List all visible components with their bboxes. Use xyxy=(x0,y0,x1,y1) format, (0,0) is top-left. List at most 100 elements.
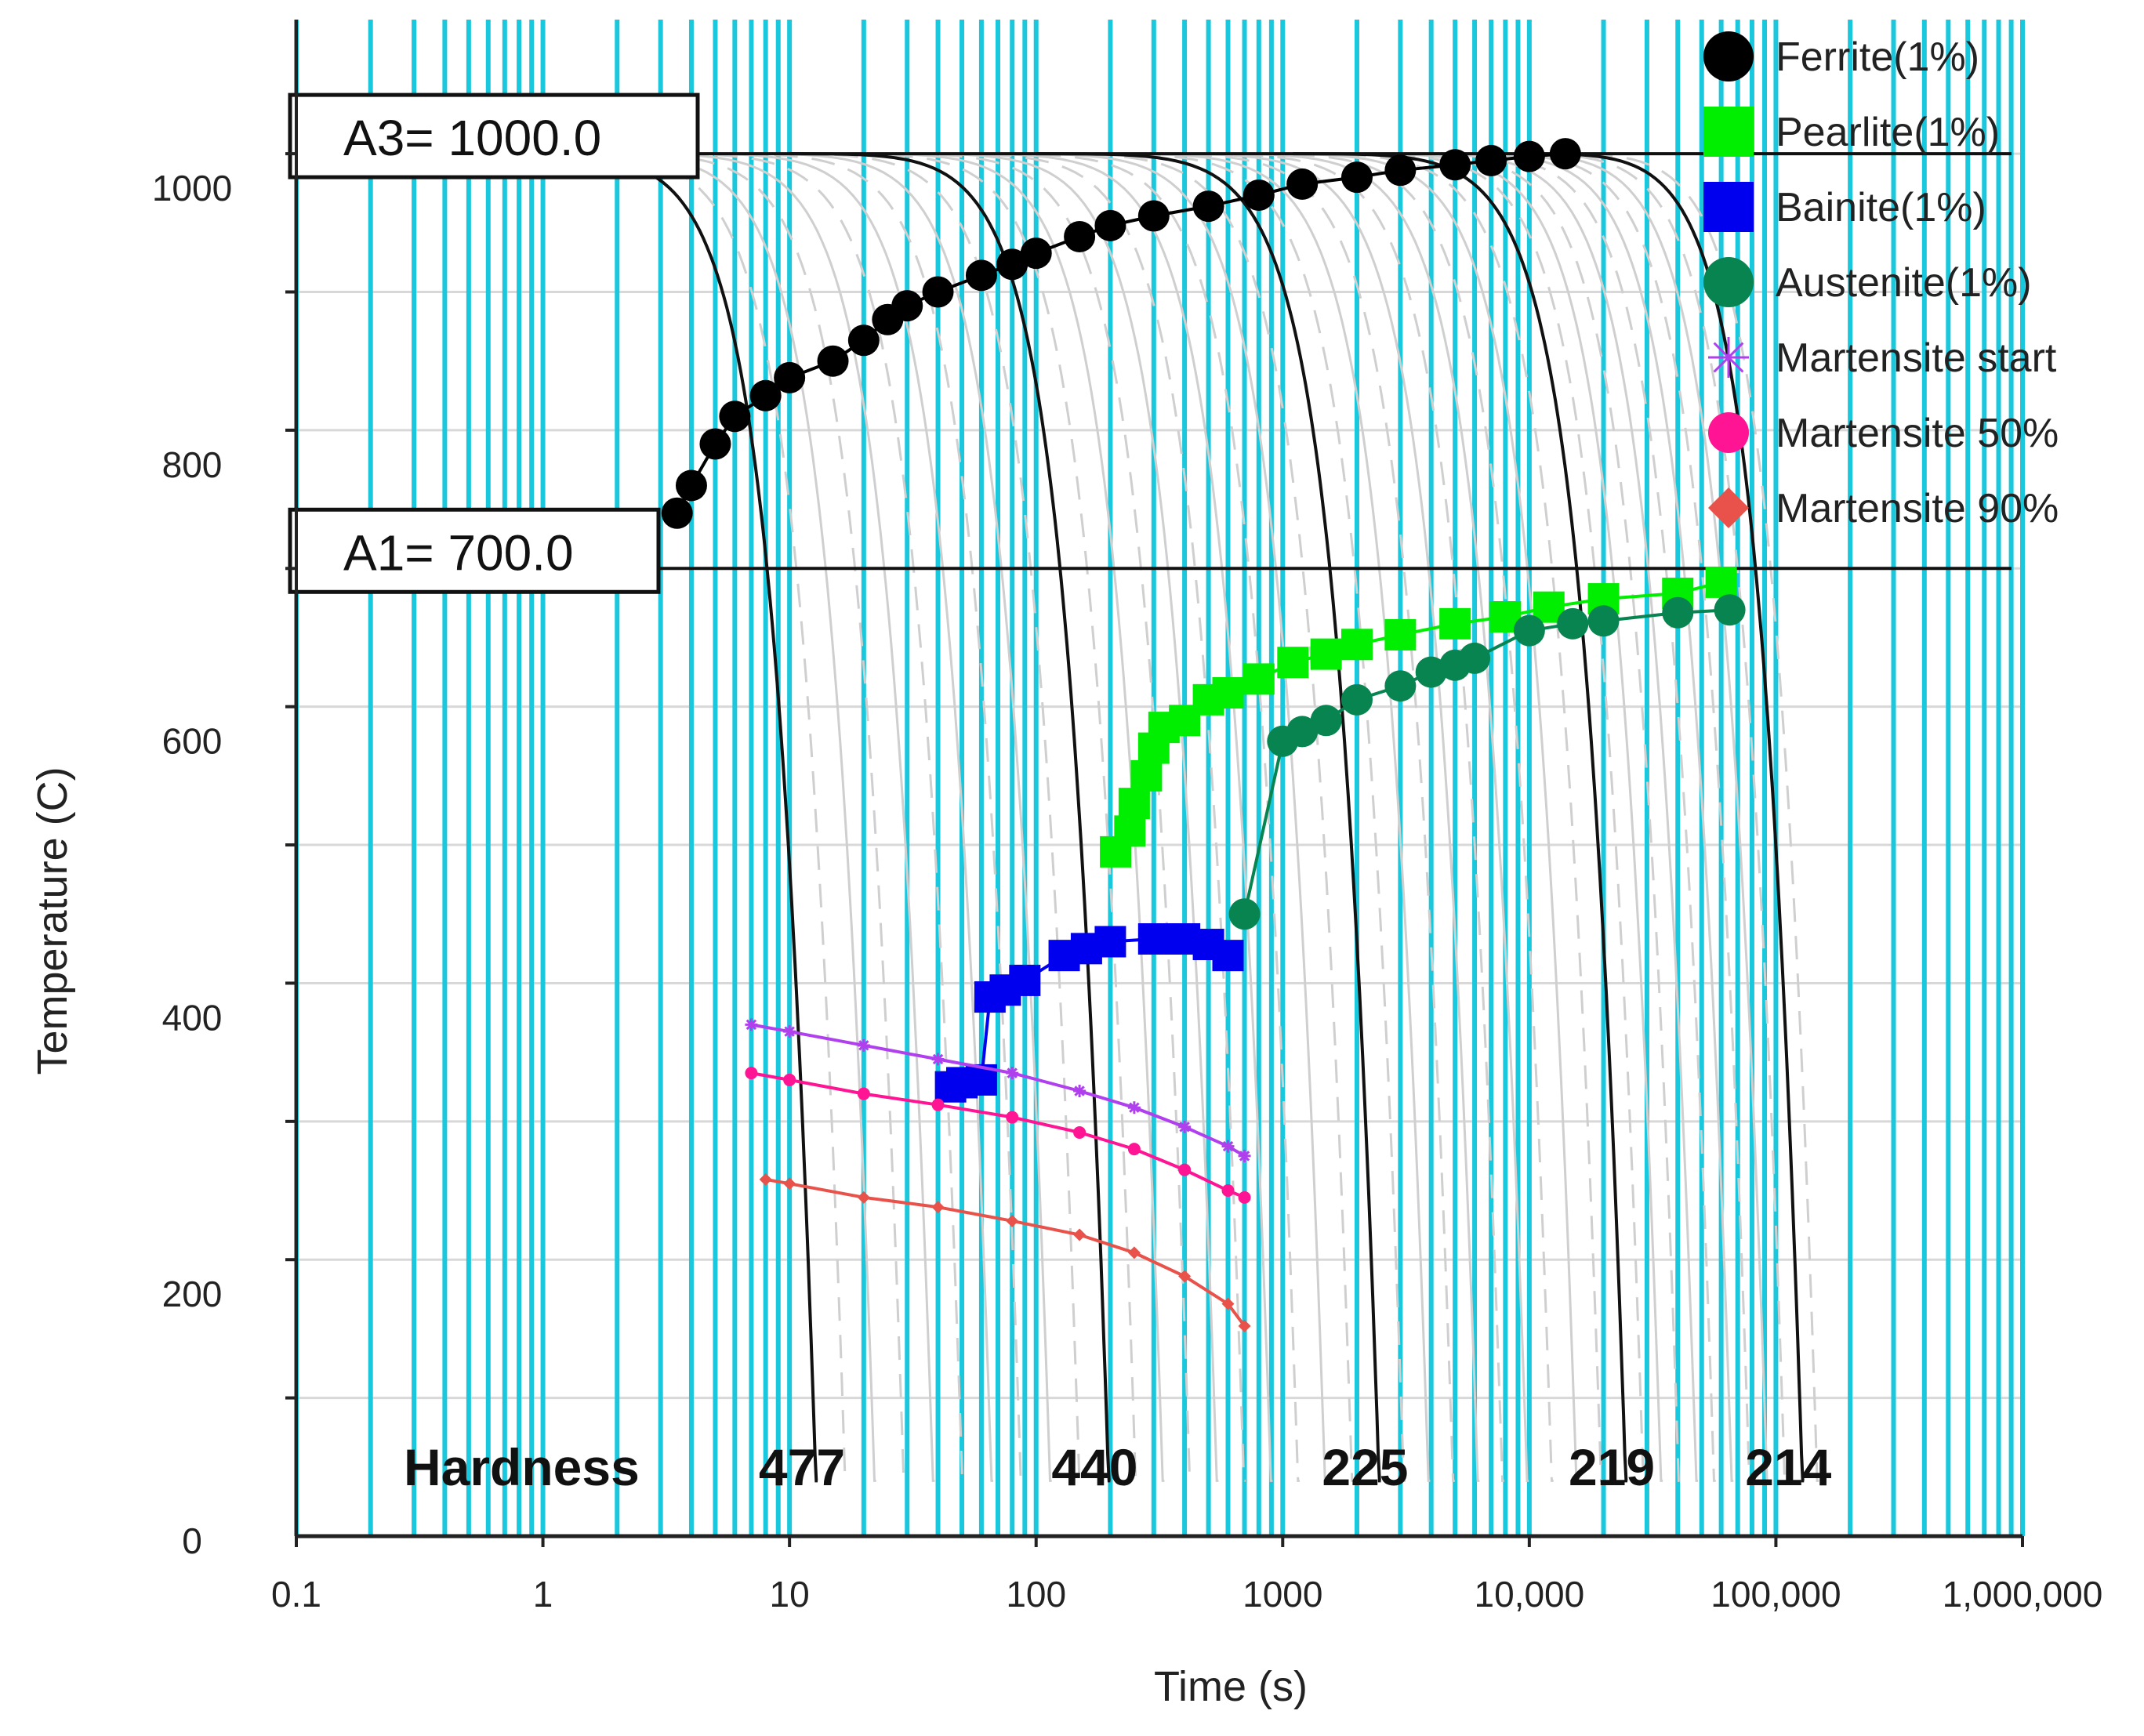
cooling-curve-faint xyxy=(1551,152,1819,1482)
legend-label-pearlite-1: Pearlite(1%) xyxy=(1776,110,2000,155)
x-tick-label: 100 xyxy=(1006,1574,1066,1615)
cooling-curve-faint xyxy=(638,152,964,1482)
legend-label-martensite-50: Martensite 50% xyxy=(1776,411,2059,456)
cooling-curve-faint xyxy=(1164,152,1504,1482)
legend-marker-pearlite-1 xyxy=(1703,107,1754,157)
data-point-ferrite-1 xyxy=(1020,237,1052,270)
data-point-austenite-1 xyxy=(1228,898,1261,930)
data-point-martensite-90 xyxy=(1073,1228,1087,1241)
cooling-curve-faint xyxy=(729,152,1052,1482)
data-point-ferrite-1 xyxy=(774,361,806,393)
star-stroke xyxy=(1007,1067,1018,1078)
data-point-martensite-start xyxy=(931,1053,945,1066)
data-point-martensite-50 xyxy=(783,1073,796,1086)
star-stroke xyxy=(858,1040,869,1051)
data-point-ferrite-1 xyxy=(847,324,880,357)
cooling-curve-faint xyxy=(1061,152,1406,1482)
legend-marker-martensite-90 xyxy=(1708,487,1749,528)
y-axis-title: Temperature (C) xyxy=(29,767,76,1075)
y-tick-label: 400 xyxy=(162,997,223,1038)
reference-lines: A3= 1000.0 A1= 700.0 xyxy=(288,92,2012,594)
data-point-pearlite-1 xyxy=(1130,759,1163,792)
cooling-curve xyxy=(488,152,818,1483)
legend: Ferrite(1%) Pearlite(1%) Bainite(1%) Austen… xyxy=(1703,31,2059,531)
data-point-martensite-start xyxy=(1238,1149,1251,1162)
y-tick-label: 200 xyxy=(162,1274,223,1314)
data-point-ferrite-1 xyxy=(817,345,849,377)
data-point-ferrite-1 xyxy=(1513,140,1545,172)
cooling-curve-faint xyxy=(1138,152,1480,1482)
data-point-martensite-90 xyxy=(1127,1246,1141,1259)
data-point-ferrite-1 xyxy=(965,259,997,292)
hardness-value: 219 xyxy=(1569,1438,1655,1496)
legend-label-bainite-1: Bainite(1%) xyxy=(1776,185,1986,230)
data-point-martensite-90 xyxy=(931,1201,945,1214)
data-point-bainite-1 xyxy=(1212,940,1244,972)
data-point-martensite-90 xyxy=(1238,1319,1251,1332)
data-point-austenite-1 xyxy=(1286,716,1319,748)
data-point-ferrite-1 xyxy=(1137,200,1170,232)
cooling-curve-faint xyxy=(863,152,1192,1482)
hardness-label: Hardness xyxy=(404,1438,640,1496)
series-line-martensite-50 xyxy=(751,1071,1246,1199)
data-point-austenite-1 xyxy=(1415,656,1447,688)
star-stroke xyxy=(746,1019,757,1031)
legend-label-austenite-1: Austenite(1%) xyxy=(1776,260,2032,306)
data-point-pearlite-1 xyxy=(1277,647,1309,679)
data-point-martensite-start xyxy=(1127,1101,1141,1114)
data-point-martensite-start xyxy=(783,1025,796,1038)
data-point-ferrite-1 xyxy=(1064,220,1096,252)
cooling-curve-faint xyxy=(1482,152,1769,1482)
data-point-ferrite-1 xyxy=(699,428,731,460)
axes: 0.1 1 10 100 1000 10,000 100,000 1,000,000 0 200 4… xyxy=(152,20,2102,1615)
data-point-ferrite-1 xyxy=(1475,144,1507,176)
cooling-curve-faint xyxy=(912,152,1246,1482)
data-point-bainite-1 xyxy=(1137,923,1170,955)
y-tick-label: 0 xyxy=(182,1520,202,1561)
data-point-ferrite-1 xyxy=(1439,149,1471,181)
data-point-martensite-90 xyxy=(1006,1214,1019,1227)
data-point-ferrite-1 xyxy=(1094,209,1126,241)
cooling-curve-faint xyxy=(1363,152,1681,1482)
data-point-ferrite-1 xyxy=(1192,190,1224,223)
star-stroke xyxy=(1179,1122,1190,1133)
star-stroke xyxy=(1239,1151,1250,1162)
cooling-curve-faint xyxy=(962,152,1300,1482)
data-point-martensite-50 xyxy=(857,1087,870,1100)
data-point-ferrite-1 xyxy=(1286,168,1319,200)
cooling-curve-faint xyxy=(1112,152,1455,1482)
cooling-curve-faint xyxy=(814,152,1137,1482)
data-point-martensite-start xyxy=(1006,1067,1019,1080)
series-line-martensite-start xyxy=(751,1023,1246,1158)
star-stroke xyxy=(1222,1140,1234,1152)
data-point-bainite-1 xyxy=(1094,926,1126,958)
data-point-martensite-start xyxy=(857,1038,870,1052)
ref-label-a1: A1= 700.0 xyxy=(343,524,574,581)
cooling-curve xyxy=(1293,152,1628,1483)
cooling-curve-faint xyxy=(1087,152,1431,1482)
cooling-curve-faint xyxy=(839,152,1165,1482)
data-point-ferrite-1 xyxy=(996,248,1028,281)
star-stroke xyxy=(1074,1085,1085,1096)
series-line-martensite-90 xyxy=(765,1177,1246,1328)
data-point-bainite-1 xyxy=(1009,964,1041,996)
cooling-curve-faint xyxy=(1316,152,1645,1482)
x-tick-label: 10,000 xyxy=(1475,1574,1585,1615)
star-stroke xyxy=(1713,342,1744,373)
data-point-austenite-1 xyxy=(1340,683,1373,716)
data-point-austenite-1 xyxy=(1384,670,1417,702)
cooling-curve xyxy=(1036,152,1381,1483)
hardness-value: 214 xyxy=(1745,1438,1831,1496)
hardness-value: 477 xyxy=(759,1438,845,1496)
data-point-martensite-90 xyxy=(759,1172,772,1186)
cooling-curve-faint xyxy=(518,152,847,1482)
x-tick-label: 0.1 xyxy=(271,1574,321,1615)
legend-marker-austenite-1 xyxy=(1703,257,1754,307)
data-point-austenite-1 xyxy=(1587,605,1620,637)
data-point-austenite-1 xyxy=(1513,614,1545,647)
cooling-curve-faint xyxy=(1458,152,1751,1482)
data-point-pearlite-1 xyxy=(1243,663,1275,695)
data-point-ferrite-1 xyxy=(675,469,707,502)
x-tick-label: 1000 xyxy=(1243,1574,1322,1615)
